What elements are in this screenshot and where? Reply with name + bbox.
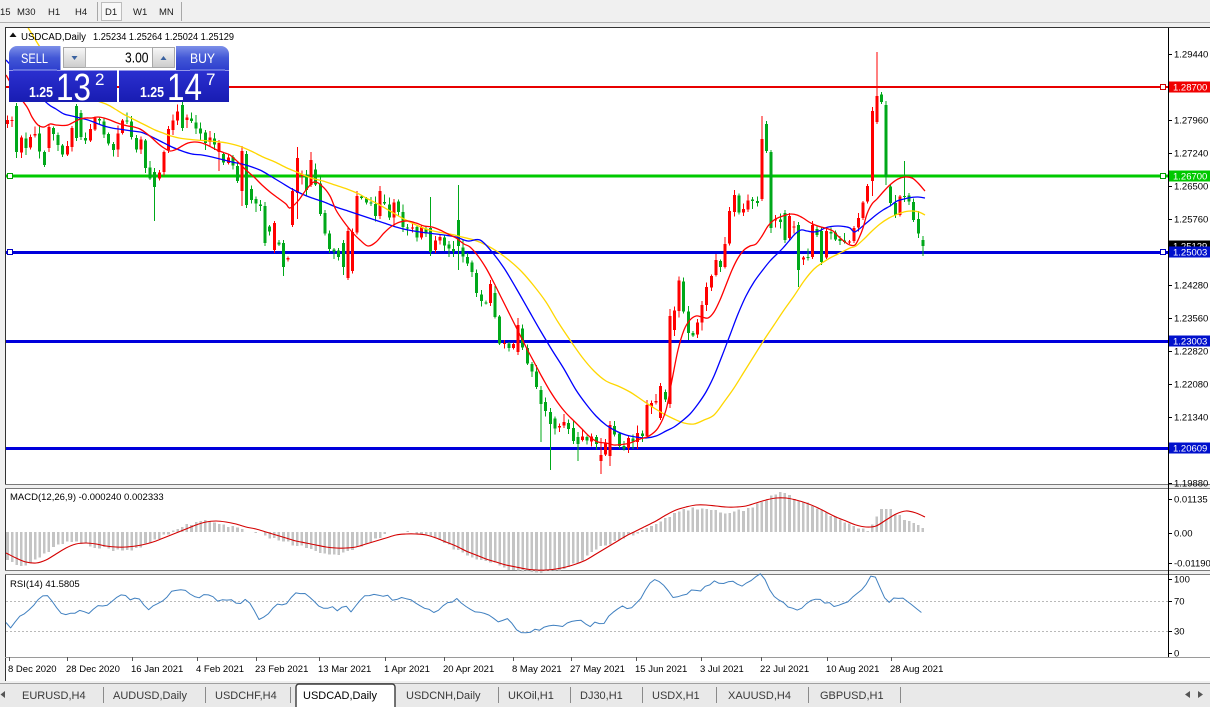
- svg-text:1.28700: 1.28700: [1173, 83, 1207, 94]
- svg-text:0.00: 0.00: [1174, 529, 1193, 540]
- svg-text:1.21340: 1.21340: [1174, 413, 1208, 424]
- svg-text:USDX,H1: USDX,H1: [652, 690, 700, 702]
- svg-text:USDCAD,Daily: USDCAD,Daily: [303, 690, 377, 702]
- svg-text:20 Apr 2021: 20 Apr 2021: [443, 664, 494, 675]
- svg-text:22 Jul 2021: 22 Jul 2021: [760, 664, 809, 675]
- svg-text:14: 14: [167, 67, 202, 109]
- svg-text:70: 70: [1174, 597, 1185, 608]
- svg-text:28 Aug 2021: 28 Aug 2021: [890, 664, 943, 675]
- svg-text:16 Jan 2021: 16 Jan 2021: [131, 664, 183, 675]
- svg-text:MACD(12,26,9) -0.000240 0.0023: MACD(12,26,9) -0.000240 0.002333: [10, 492, 164, 503]
- svg-text:0: 0: [1174, 649, 1179, 660]
- svg-text:AUDUSD,Daily: AUDUSD,Daily: [113, 690, 187, 702]
- svg-text:1.24280: 1.24280: [1174, 281, 1208, 292]
- svg-text:SELL: SELL: [21, 51, 48, 66]
- svg-text:1.27960: 1.27960: [1174, 116, 1208, 127]
- svg-text:EURUSD,H4: EURUSD,H4: [22, 690, 86, 702]
- svg-text:1.25003: 1.25003: [1173, 248, 1207, 259]
- svg-text:H4: H4: [75, 7, 87, 18]
- svg-text:RSI(14) 41.5805: RSI(14) 41.5805: [10, 579, 80, 590]
- svg-text:27 May 2021: 27 May 2021: [570, 664, 625, 675]
- svg-text:W1: W1: [133, 7, 147, 18]
- svg-text:M30: M30: [17, 7, 35, 18]
- svg-text:2: 2: [95, 70, 104, 89]
- svg-text:1.25: 1.25: [140, 84, 164, 101]
- svg-text:USDCNH,Daily: USDCNH,Daily: [406, 690, 481, 702]
- svg-text:8 May 2021: 8 May 2021: [512, 664, 562, 675]
- svg-text:0.01135: 0.01135: [1174, 495, 1208, 506]
- svg-text:13 Mar 2021: 13 Mar 2021: [318, 664, 371, 675]
- svg-text:1.22820: 1.22820: [1174, 347, 1208, 358]
- svg-text:1.26700: 1.26700: [1173, 172, 1207, 183]
- svg-text:1.20609: 1.20609: [1173, 444, 1207, 455]
- svg-text:1.29440: 1.29440: [1174, 50, 1208, 61]
- svg-text:10 Aug 2021: 10 Aug 2021: [826, 664, 879, 675]
- svg-text:3 Jul 2021: 3 Jul 2021: [700, 664, 744, 675]
- svg-text:XAUUSD,H4: XAUUSD,H4: [728, 690, 791, 702]
- svg-text:1.25: 1.25: [29, 84, 53, 101]
- svg-text:8 Dec 2020: 8 Dec 2020: [8, 664, 57, 675]
- svg-text:1.19880: 1.19880: [1174, 479, 1208, 490]
- svg-text:H1: H1: [48, 7, 60, 18]
- svg-text:4 Feb 2021: 4 Feb 2021: [196, 664, 244, 675]
- svg-text:1.27240: 1.27240: [1174, 149, 1208, 160]
- svg-text:1.25234 1.25264 1.25024 1.2512: 1.25234 1.25264 1.25024 1.25129: [93, 32, 234, 43]
- svg-text:3.00: 3.00: [125, 50, 149, 67]
- svg-text:100: 100: [1174, 575, 1190, 586]
- svg-text:7: 7: [206, 70, 215, 89]
- svg-text:23 Feb 2021: 23 Feb 2021: [255, 664, 308, 675]
- svg-text:USDCAD,Daily: USDCAD,Daily: [21, 32, 86, 43]
- svg-text:1 Apr 2021: 1 Apr 2021: [384, 664, 430, 675]
- svg-text:D1: D1: [105, 7, 117, 18]
- svg-text:USDCHF,H4: USDCHF,H4: [215, 690, 277, 702]
- svg-text:1.22080: 1.22080: [1174, 380, 1208, 391]
- svg-text:15 Jun 2021: 15 Jun 2021: [635, 664, 687, 675]
- svg-text:1.26500: 1.26500: [1174, 182, 1208, 193]
- svg-text:1.23003: 1.23003: [1173, 337, 1207, 348]
- svg-text:28 Dec 2020: 28 Dec 2020: [66, 664, 120, 675]
- svg-text:-0.01190: -0.01190: [1174, 559, 1210, 570]
- svg-text:BUY: BUY: [190, 51, 215, 66]
- svg-text:MN: MN: [159, 7, 174, 18]
- svg-text:13: 13: [56, 67, 91, 109]
- svg-text:1.25760: 1.25760: [1174, 215, 1208, 226]
- svg-text:DJ30,H1: DJ30,H1: [580, 690, 623, 702]
- svg-text:15: 15: [0, 7, 11, 18]
- svg-text:GBPUSD,H1: GBPUSD,H1: [820, 690, 884, 702]
- svg-text:UKOil,H1: UKOil,H1: [508, 690, 554, 702]
- svg-text:1.23560: 1.23560: [1174, 314, 1208, 325]
- svg-text:30: 30: [1174, 627, 1185, 638]
